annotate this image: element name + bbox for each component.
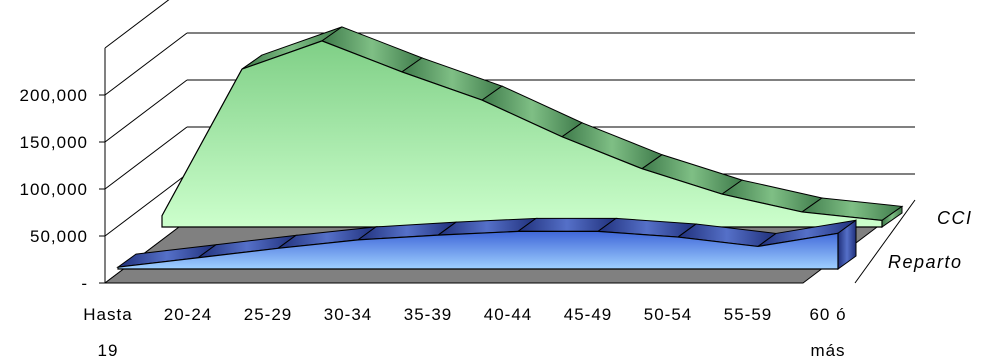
y-tick-labels: - 50,000 100,000 150,000 200,000 bbox=[20, 86, 88, 293]
x-tick-label: Hasta bbox=[83, 305, 132, 324]
depth-axis-line bbox=[854, 199, 916, 284]
x-tick-label: 40-44 bbox=[484, 305, 532, 324]
y-tick-label: - bbox=[81, 274, 88, 293]
series-label-0: CCI bbox=[937, 208, 973, 228]
y-tick-label: 200,000 bbox=[20, 86, 88, 105]
x-tick-label: 45-49 bbox=[564, 305, 612, 324]
gridline-depth bbox=[104, 0, 170, 49]
x-tick-label: 20-24 bbox=[164, 305, 212, 324]
gridline-depth bbox=[104, 173, 188, 237]
reparto-front bbox=[117, 230, 839, 270]
x-tick-label: 19 bbox=[98, 341, 119, 360]
x-tick-label: 25-29 bbox=[244, 305, 292, 324]
x-tick-label: 35-39 bbox=[404, 305, 452, 324]
series-label-1: Reparto bbox=[888, 252, 963, 272]
x-tick-label: 60 ó bbox=[809, 305, 846, 324]
x-tick-label: 30-34 bbox=[324, 305, 372, 324]
x-tick-labels: Hasta 19 20-24 25-29 30-34 35-39 40-44 45-49 50-… bbox=[83, 305, 846, 360]
series-reparto bbox=[116, 217, 857, 270]
x-tick-label: más bbox=[810, 341, 845, 360]
x-tick-label: 50-54 bbox=[644, 305, 692, 324]
y-tick-label: 50,000 bbox=[30, 227, 88, 246]
gridline-depth bbox=[104, 32, 188, 96]
axes bbox=[99, 48, 106, 284]
x-tick-label: 55-59 bbox=[724, 305, 772, 324]
gridline-depth bbox=[104, 126, 188, 190]
series-cci bbox=[161, 26, 904, 228]
gridline-depth bbox=[104, 79, 188, 143]
y-tick-label: 100,000 bbox=[20, 180, 88, 199]
cci-front bbox=[161, 40, 883, 228]
series-labels: CCI Reparto bbox=[854, 199, 973, 284]
y-tick-label: 150,000 bbox=[20, 133, 88, 152]
